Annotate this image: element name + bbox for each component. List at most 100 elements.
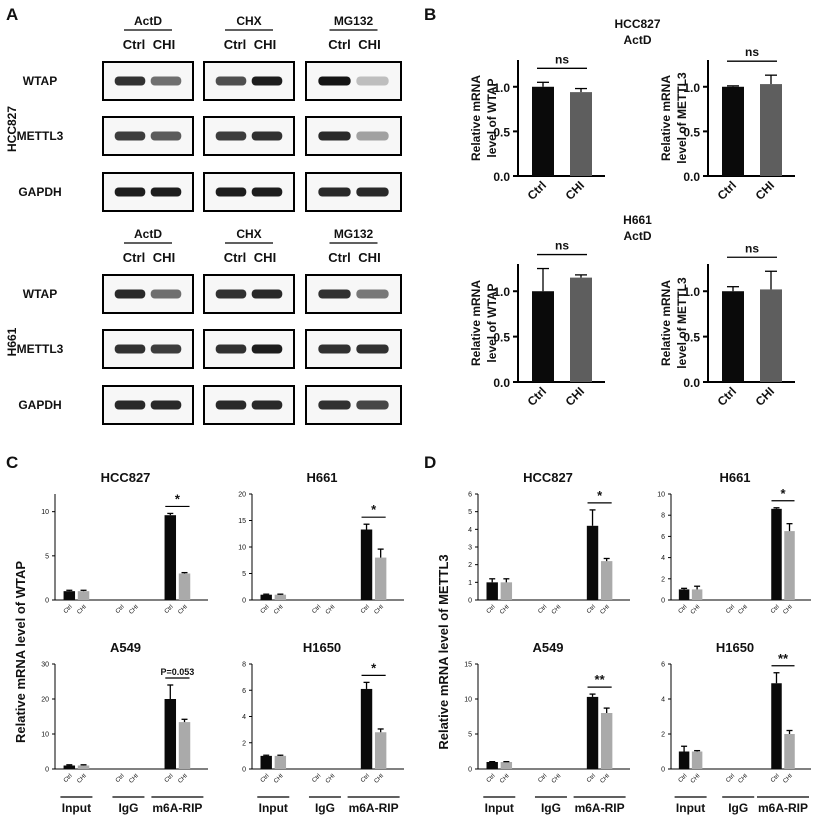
bar — [678, 751, 690, 769]
treatment-label: CHX — [236, 227, 261, 241]
blot-band — [318, 131, 351, 141]
y-tick-label: 15 — [464, 662, 472, 669]
blot-band — [215, 76, 247, 86]
significance-label: * — [597, 488, 603, 503]
bar — [374, 732, 387, 769]
x-tick-label: CHI — [76, 604, 88, 616]
group-label: m6A-RIP — [349, 801, 399, 815]
panel-label-c: C — [6, 453, 18, 472]
y-tick-label: 0.0 — [683, 376, 700, 390]
y-axis-label-line2: level of WTAP — [485, 78, 499, 157]
chart-title: H661 — [306, 470, 337, 485]
blot-band — [150, 400, 182, 410]
y-tick-label: 0 — [661, 767, 665, 774]
chart-b-0: HCC827 ActD 0.0 0.5 1.0 Relative mRNA level of… — [469, 17, 661, 203]
bar — [164, 515, 177, 600]
bar — [784, 531, 795, 600]
blot-band — [318, 400, 351, 410]
y-tick-label: 0 — [468, 598, 472, 605]
y-tick-label: 0.5 — [493, 331, 510, 345]
bar — [178, 573, 191, 600]
x-tick-label: Ctrl — [360, 604, 371, 615]
y-axis-label: Relative mRNA level of WTAP — [13, 561, 28, 743]
blot-band — [251, 76, 283, 86]
treatment-label: MG132 — [334, 14, 374, 28]
x-tick-label: CHI — [374, 773, 386, 785]
y-axis-label: Relative mRNA level of METTL3 — [436, 554, 451, 749]
y-tick-label: 8 — [242, 662, 246, 669]
y-tick-label: 0.5 — [683, 125, 700, 139]
protein-label: WTAP — [23, 74, 57, 88]
bar — [600, 561, 613, 600]
lane-label: CHI — [254, 250, 276, 265]
x-tick-label: CHI — [499, 773, 511, 785]
blot-band — [114, 76, 146, 86]
protein-label: METTL3 — [17, 342, 64, 356]
y-tick-label: 4 — [661, 697, 665, 704]
y-tick-label: 8 — [661, 513, 665, 520]
y-tick-label: 10 — [238, 545, 246, 552]
treatment-label: MG132 — [334, 227, 374, 241]
chart-title: H661 — [719, 470, 750, 485]
bar — [77, 765, 90, 769]
treatment-label: ActD — [134, 227, 162, 241]
protein-label: WTAP — [23, 287, 57, 301]
blot-band — [114, 187, 146, 197]
x-tick-label: CHI — [690, 773, 702, 785]
x-tick-label: CHI — [273, 773, 285, 785]
bar — [63, 765, 76, 769]
y-axis-label-line2: level of METTL3 — [675, 72, 689, 164]
x-tick-label: CHI — [325, 773, 337, 785]
group-label: m6A-RIP — [152, 801, 202, 815]
blot-band — [318, 76, 351, 86]
bar — [600, 713, 613, 769]
chart-title: H661 — [623, 213, 652, 227]
bar — [274, 755, 287, 769]
bar — [586, 696, 599, 769]
blot-band — [215, 289, 247, 299]
x-tick-label: CHI — [690, 604, 702, 616]
bar — [486, 762, 498, 769]
x-tick-label: Ctrl — [360, 773, 371, 784]
lane-label: Ctrl — [328, 250, 350, 265]
panel-label-b: B — [424, 5, 436, 24]
bar — [500, 762, 513, 769]
lane-label: CHI — [358, 37, 380, 52]
y-tick-label: 6 — [661, 534, 665, 541]
y-tick-label: 0 — [242, 598, 246, 605]
y-tick-label: 10 — [41, 732, 49, 739]
blot-band — [114, 131, 146, 141]
y-tick-label: 0 — [468, 767, 472, 774]
bar — [360, 688, 373, 769]
lane-label: CHI — [358, 250, 380, 265]
y-tick-label: 0 — [661, 598, 665, 605]
bar — [274, 594, 287, 600]
x-tick-label: Ctrl — [164, 604, 175, 615]
lane-label: CHI — [153, 250, 175, 265]
blot-band — [356, 131, 389, 141]
x-tick-label: CHI — [753, 384, 778, 409]
group-label: IgG — [118, 801, 138, 815]
blot-band — [251, 131, 283, 141]
y-tick-label: 4 — [661, 555, 665, 562]
protein-label: METTL3 — [17, 129, 64, 143]
bar — [760, 84, 782, 176]
blot-band — [114, 400, 146, 410]
blot-band — [150, 289, 182, 299]
y-tick-label: 1.0 — [493, 285, 510, 299]
y-tick-label: 0.5 — [683, 331, 700, 345]
chart-subtitle: ActD — [623, 229, 651, 243]
y-tick-label: 10 — [41, 509, 49, 516]
x-tick-label: Ctrl — [586, 604, 597, 615]
x-tick-label: CHI — [782, 604, 794, 616]
y-tick-label: 1 — [468, 580, 472, 587]
y-tick-label: 4 — [242, 714, 246, 721]
x-tick-label: CHI — [325, 604, 337, 616]
y-tick-label: 0.5 — [493, 125, 510, 139]
x-tick-label: Ctrl — [525, 178, 550, 203]
bar — [586, 525, 599, 600]
y-tick-label: 10 — [657, 492, 665, 499]
bar — [678, 589, 690, 600]
blot-band — [150, 131, 182, 141]
